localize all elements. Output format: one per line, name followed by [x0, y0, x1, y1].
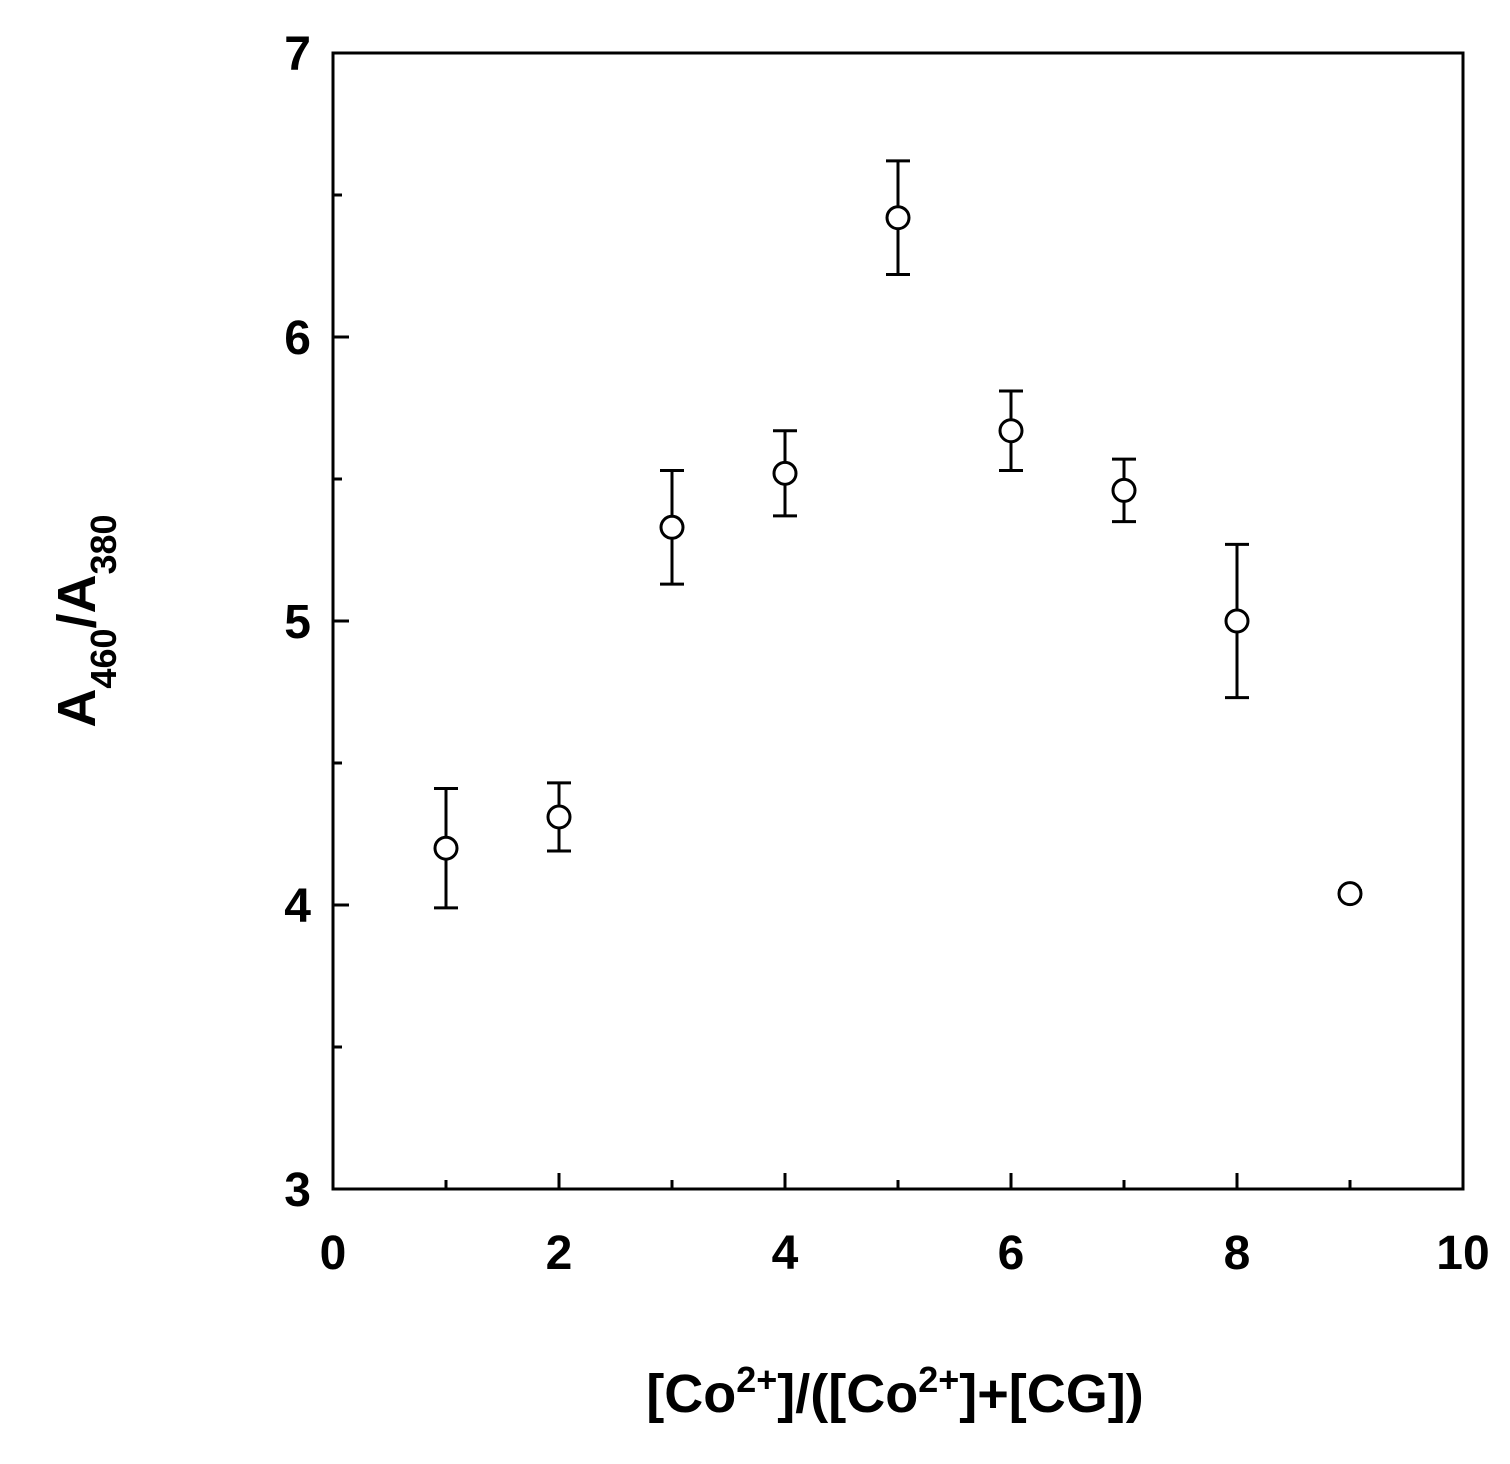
point — [1337, 881, 1363, 907]
x-axis-label-part: ]+[CG]) — [959, 1364, 1143, 1424]
x-axis-label-part: [Co — [646, 1364, 736, 1424]
x-tick-label: 4 — [772, 1227, 799, 1280]
x-axis-label-part: 2+ — [918, 1359, 959, 1400]
y-tick-label: 5 — [284, 596, 311, 649]
y-axis-label: A460/A380 — [47, 514, 124, 727]
x-tick-label: 6 — [998, 1227, 1025, 1280]
point — [546, 804, 572, 830]
point — [1111, 477, 1137, 503]
y-axis-label-part: /A — [47, 575, 107, 629]
y-axis-label-part: 460 — [83, 629, 124, 689]
x-tick-label: 10 — [1436, 1227, 1489, 1280]
x-tick-label: 8 — [1224, 1227, 1251, 1280]
x-axis-label: [Co2+]/([Co2+]+[CG]) — [646, 1359, 1143, 1425]
point — [772, 460, 798, 486]
x-tick-label: 0 — [320, 1227, 347, 1280]
x-tick-label: 2 — [546, 1227, 573, 1280]
y-axis-label-part: 380 — [83, 514, 124, 574]
y-tick-label: 7 — [284, 28, 311, 81]
y-tick-label: 4 — [284, 880, 311, 933]
point — [885, 205, 911, 231]
x-axis-label-part: 2+ — [736, 1359, 777, 1400]
x-axis-label-part: ]/([Co — [777, 1364, 918, 1424]
point — [998, 418, 1024, 444]
point — [659, 514, 685, 540]
y-tick-label: 3 — [284, 1164, 311, 1217]
point — [1224, 608, 1250, 634]
y-tick-label: 6 — [284, 312, 311, 365]
point — [433, 835, 459, 861]
y-axis-label-part: A — [47, 689, 107, 728]
